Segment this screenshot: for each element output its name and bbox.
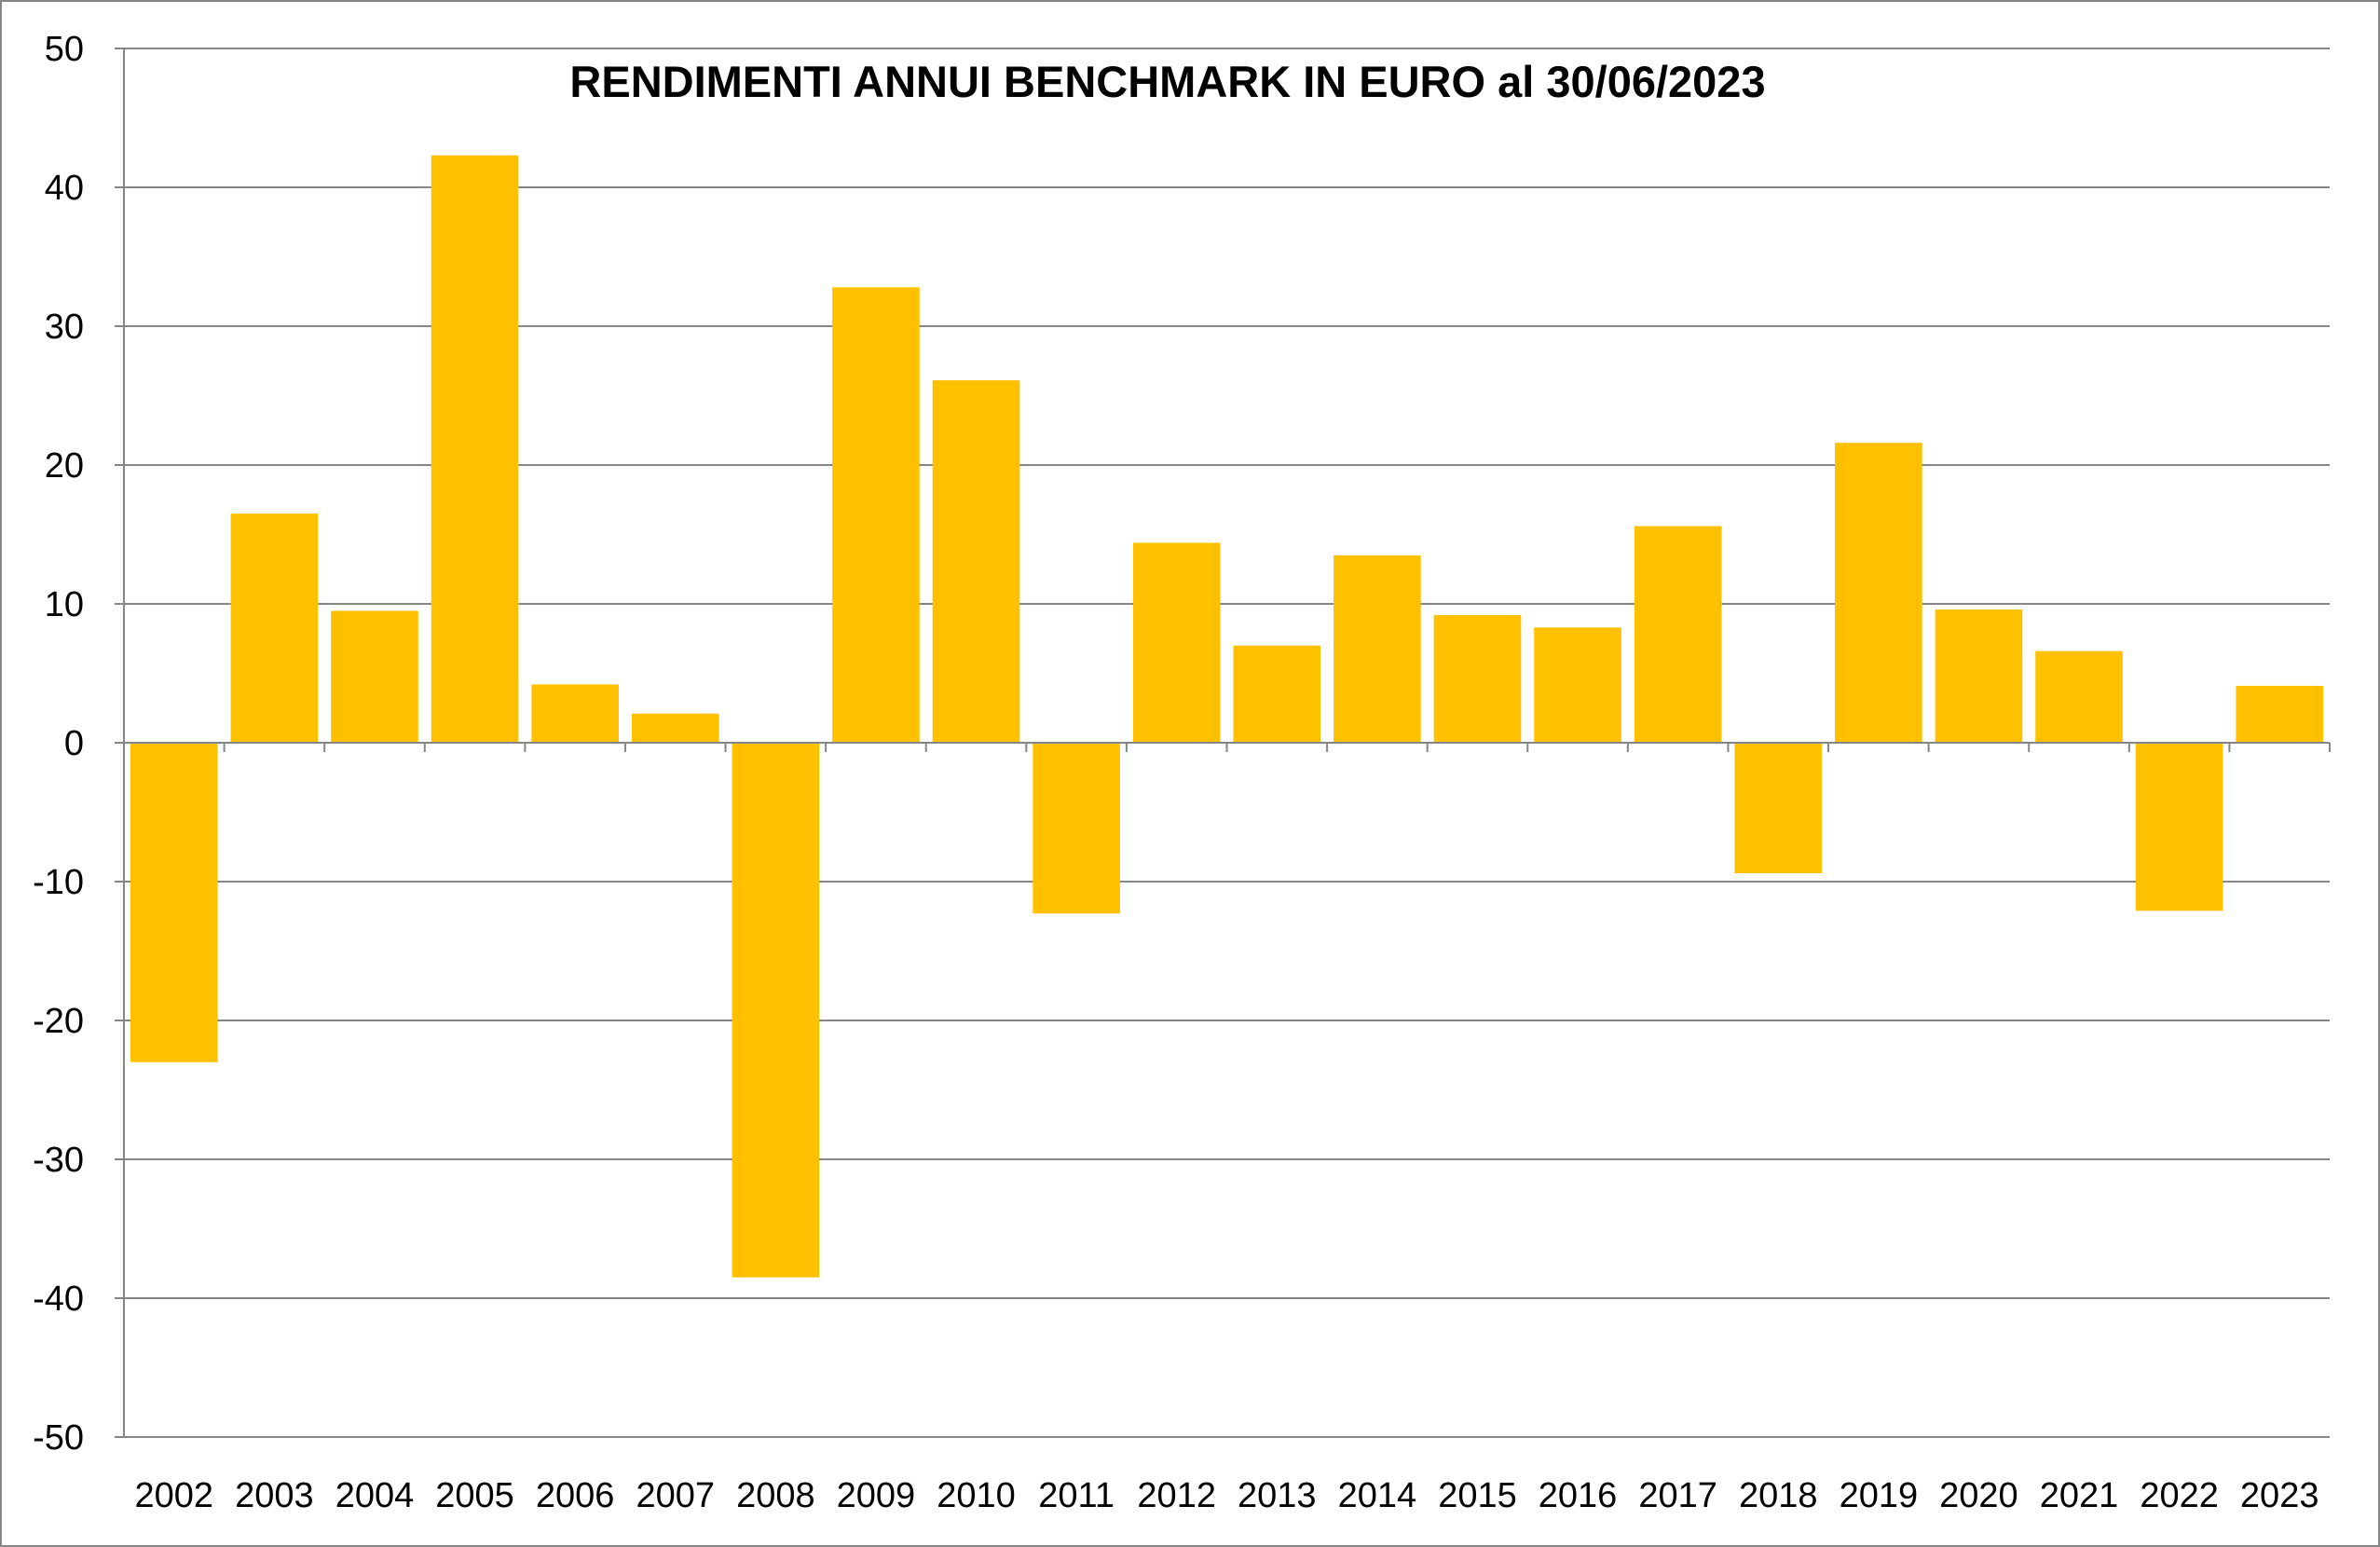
bar-2022 bbox=[2135, 743, 2223, 911]
bar-2005 bbox=[431, 155, 519, 744]
bar-2008 bbox=[732, 743, 820, 1278]
bar-2010 bbox=[932, 380, 1020, 743]
bar-2014 bbox=[1334, 554, 1421, 743]
y-tick-label: 20 bbox=[45, 446, 84, 486]
x-tick-label: 2022 bbox=[2140, 1476, 2219, 1515]
bar-2018 bbox=[1734, 743, 1823, 874]
x-tick-label: 2019 bbox=[1840, 1476, 1919, 1515]
x-tick-label: 2012 bbox=[1137, 1476, 1216, 1515]
x-tick-label: 2013 bbox=[1238, 1476, 1317, 1515]
y-tick-label: -50 bbox=[33, 1418, 84, 1458]
bar-2021 bbox=[2035, 650, 2123, 743]
bar-2011 bbox=[1033, 743, 1120, 914]
x-tick-label: 2023 bbox=[2240, 1476, 2319, 1515]
bar-2020 bbox=[1935, 609, 2023, 743]
x-tick-label: 2011 bbox=[1038, 1476, 1115, 1515]
x-tick-label: 2009 bbox=[837, 1476, 916, 1515]
bar-2009 bbox=[832, 287, 920, 743]
x-tick-label: 2020 bbox=[1939, 1476, 2018, 1515]
bar-2015 bbox=[1433, 614, 1522, 743]
x-tick-label: 2005 bbox=[435, 1476, 514, 1515]
bar-2012 bbox=[1132, 542, 1221, 743]
y-tick-label: 50 bbox=[45, 30, 84, 69]
x-tick-label: 2021 bbox=[2040, 1476, 2119, 1515]
y-tick-label: 0 bbox=[64, 724, 84, 763]
x-tick-label: 2016 bbox=[1539, 1476, 1618, 1515]
bar-2023 bbox=[2236, 685, 2324, 743]
bar-2016 bbox=[1534, 627, 1621, 743]
bar-2002 bbox=[130, 743, 218, 1062]
y-tick-label: 30 bbox=[45, 308, 84, 347]
bar-2007 bbox=[631, 713, 719, 743]
y-tick-labels: 50 40 30 20 10 0 -10 -20 -30 -40 -50 bbox=[33, 30, 84, 1458]
x-tick-labels: 2002 2003 2004 2005 2006 2007 2008 2009 2010 2011… bbox=[135, 1476, 2319, 1515]
y-tick-label: -10 bbox=[33, 863, 84, 902]
x-tick-label: 2017 bbox=[1638, 1476, 1717, 1515]
x-tick-label: 2008 bbox=[736, 1476, 815, 1515]
bar-2019 bbox=[1835, 443, 1922, 743]
y-tick-label: 40 bbox=[45, 169, 84, 208]
y-tick-label: -30 bbox=[33, 1141, 84, 1180]
x-tick-label: 2006 bbox=[536, 1476, 615, 1515]
x-tick-label: 2003 bbox=[235, 1476, 314, 1515]
bar-2004 bbox=[331, 610, 418, 743]
bar-2017 bbox=[1634, 526, 1722, 743]
x-tick-label: 2010 bbox=[937, 1476, 1016, 1515]
y-tick-label: 10 bbox=[45, 585, 84, 624]
x-tick-label: 2014 bbox=[1338, 1476, 1417, 1515]
bar-2003 bbox=[230, 513, 319, 743]
x-tick-label: 2015 bbox=[1438, 1476, 1517, 1515]
y-tick-label: -20 bbox=[33, 1002, 84, 1041]
bar-2013 bbox=[1233, 645, 1321, 743]
y-tick-label: -40 bbox=[33, 1280, 84, 1319]
bar-2006 bbox=[531, 684, 619, 743]
bars bbox=[130, 155, 2324, 1278]
chart-title: RENDIMENTI ANNUI BENCHMARK IN EURO al 30… bbox=[569, 57, 1765, 106]
axes bbox=[115, 48, 2331, 1438]
x-tick-label: 2002 bbox=[135, 1476, 214, 1515]
x-tick-label: 2004 bbox=[335, 1476, 415, 1515]
x-tick-label: 2018 bbox=[1739, 1476, 1818, 1515]
x-tick-label: 2007 bbox=[636, 1476, 715, 1515]
